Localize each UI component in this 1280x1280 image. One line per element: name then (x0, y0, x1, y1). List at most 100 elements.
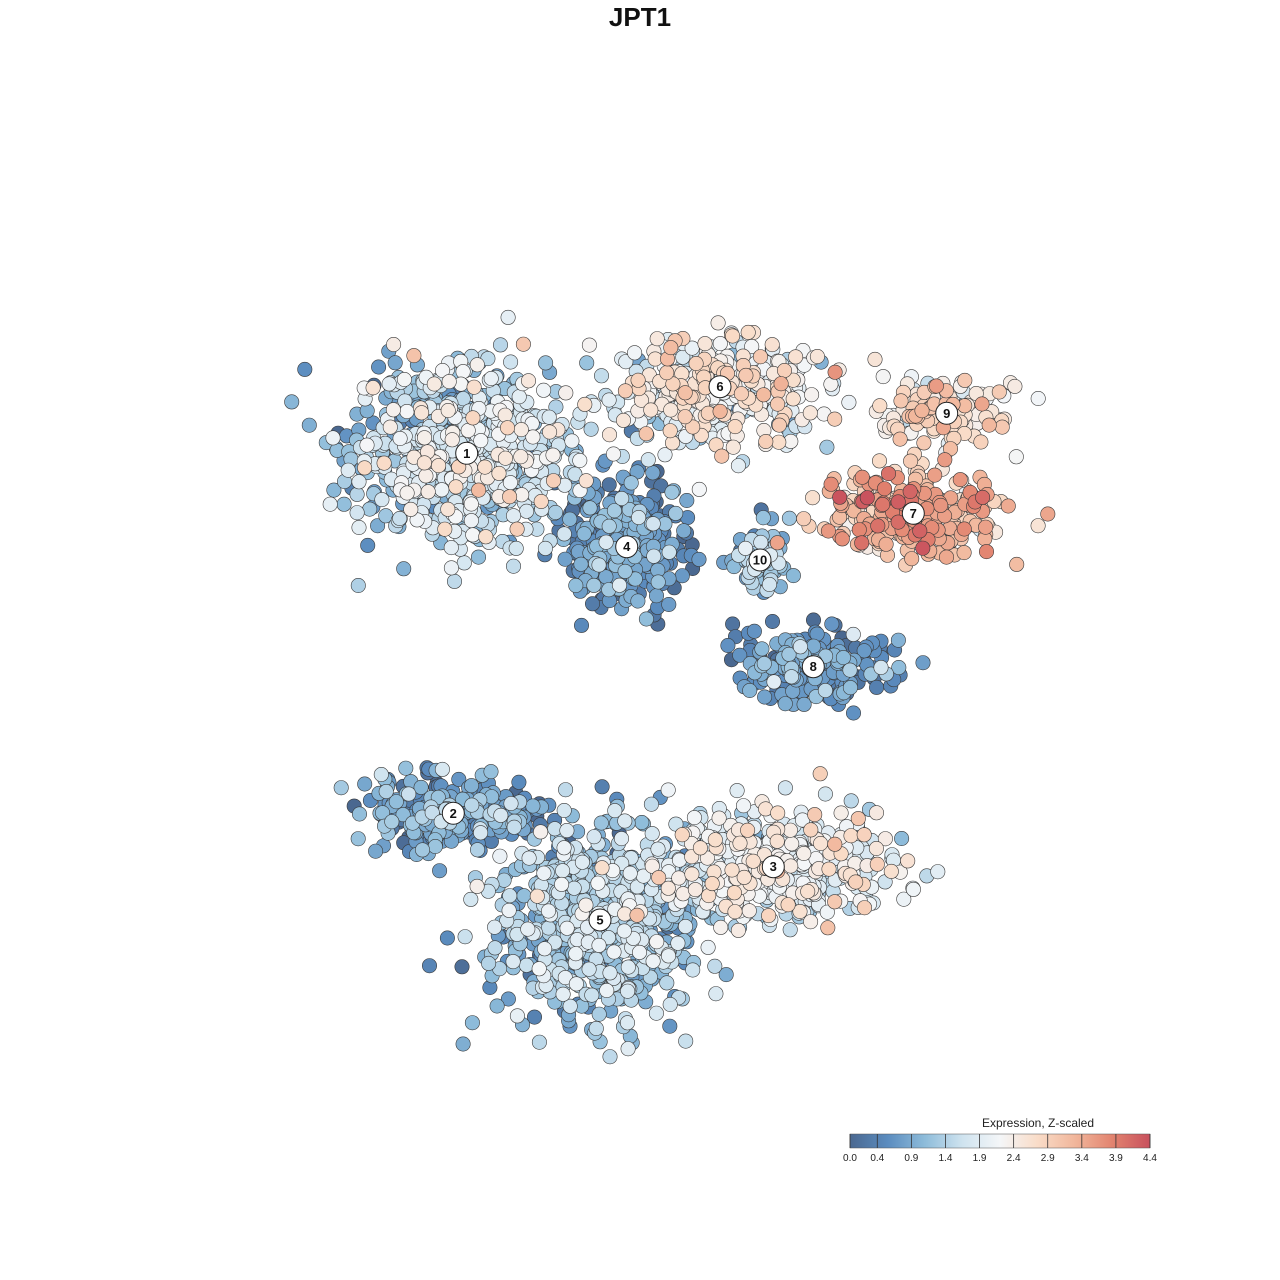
cell-point (782, 922, 798, 938)
cell-point (448, 479, 464, 495)
cell-point (761, 576, 777, 592)
cell-point (659, 365, 675, 381)
cell-point (623, 475, 639, 491)
cell-point (868, 805, 884, 821)
cell-point (301, 417, 317, 433)
cell-point (740, 324, 756, 340)
cell-point (333, 780, 349, 796)
cell-point (590, 875, 606, 891)
cell-point (583, 421, 599, 437)
cell-point (443, 540, 459, 556)
cell-point (581, 961, 597, 977)
cell-point (529, 888, 545, 904)
cell-point (769, 535, 785, 551)
cell-point (1008, 449, 1024, 465)
cell-point (670, 935, 686, 951)
cell-point (725, 439, 741, 455)
cell-point (620, 983, 636, 999)
cell-point (591, 557, 607, 573)
cell-point (629, 907, 645, 923)
cell-point (568, 976, 584, 992)
cell-point (663, 402, 679, 418)
cluster-label-10: 10 (748, 548, 772, 572)
cell-point (473, 825, 489, 841)
cell-point (991, 384, 1007, 400)
cell-point (443, 560, 459, 576)
cell-point (444, 432, 460, 448)
cell-point (598, 534, 614, 550)
cell-point (890, 494, 906, 510)
cell-point (398, 760, 414, 776)
cell-point (440, 402, 456, 418)
cell-point (773, 376, 789, 392)
cell-point (326, 482, 342, 498)
cell-point (648, 1005, 664, 1021)
cell-point (386, 336, 402, 352)
cell-point (878, 536, 894, 552)
cell-point (708, 986, 724, 1002)
cell-point (843, 793, 859, 809)
cell-point (434, 482, 450, 498)
cell-point (360, 537, 376, 553)
cell-point (545, 447, 561, 463)
cluster-label-4: 4 (615, 535, 639, 559)
cell-point (456, 555, 472, 571)
cell-point (460, 422, 476, 438)
cluster-label-text: 5 (596, 913, 603, 928)
cell-point (827, 836, 843, 852)
cell-point (457, 929, 473, 945)
cell-point (414, 405, 430, 421)
cell-point (601, 427, 617, 443)
cell-point (351, 519, 367, 535)
cell-point (870, 518, 886, 534)
cell-point (764, 613, 780, 629)
cell-point (503, 354, 519, 370)
cell-point (679, 492, 695, 508)
cell-point (591, 1006, 607, 1022)
cell-point (464, 1015, 480, 1031)
cell-point (481, 955, 497, 971)
cell-point (509, 521, 525, 537)
cell-point (572, 452, 588, 468)
cluster-label-text: 10 (753, 553, 767, 568)
cell-point (556, 840, 572, 856)
cell-point (933, 497, 949, 513)
cell-point (284, 394, 300, 410)
cell-point (978, 544, 994, 560)
cell-point (640, 452, 656, 468)
cell-point (499, 420, 515, 436)
cell-point (780, 897, 796, 913)
cell-point (584, 987, 600, 1003)
cell-point (686, 810, 702, 826)
cell-point (792, 639, 808, 655)
cell-point (713, 919, 729, 935)
cell-point (691, 481, 707, 497)
legend-color-bar (849, 1133, 1151, 1149)
cell-point (542, 424, 558, 440)
cell-point (952, 472, 968, 488)
cell-point (644, 826, 660, 842)
cell-point (754, 641, 770, 657)
cell-point (373, 766, 389, 782)
cluster-label-1: 1 (455, 441, 479, 465)
cell-point (974, 396, 990, 412)
cell-point (937, 452, 953, 468)
cell-point (599, 982, 615, 998)
cell-point (732, 835, 748, 851)
cell-point (664, 435, 680, 451)
cell-point (761, 908, 777, 924)
cell-point (994, 419, 1010, 435)
cell-point (891, 659, 907, 675)
cell-point (502, 489, 518, 505)
cell-point (613, 831, 629, 847)
cell-point (730, 922, 746, 938)
cell-point (601, 392, 617, 408)
cluster-label-text: 6 (716, 379, 723, 394)
cluster-label-text: 8 (810, 659, 817, 674)
cell-point (729, 783, 745, 799)
cell-point (856, 643, 872, 659)
legend-tick-label: 4.4 (1143, 1153, 1157, 1164)
cell-point (834, 531, 850, 547)
cell-point (416, 430, 432, 446)
